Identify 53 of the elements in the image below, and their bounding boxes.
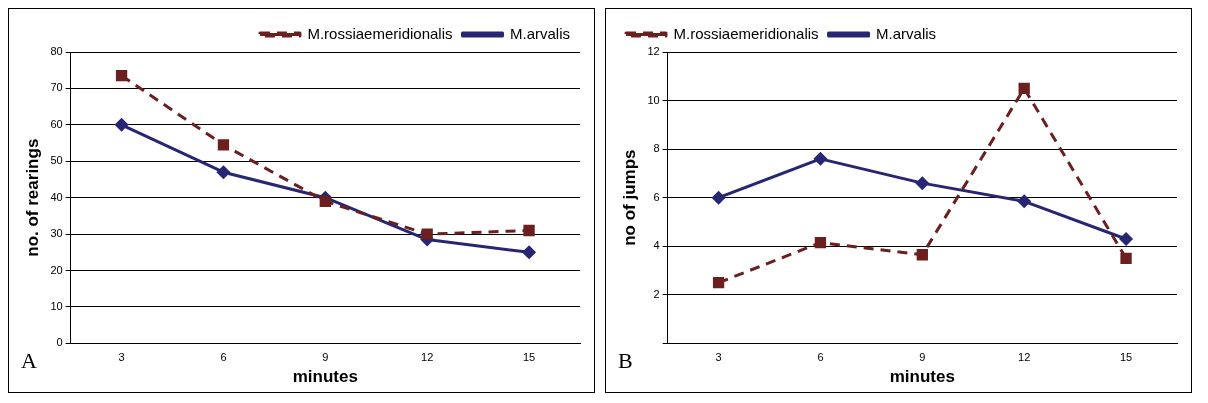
y-tick-label: 10	[50, 300, 63, 313]
y-tick-label: 2	[653, 287, 660, 300]
text: B	[618, 348, 633, 374]
legend-label: M.arvalis	[509, 24, 571, 42]
x-tick-label: 15	[1119, 351, 1133, 364]
point	[1017, 194, 1032, 209]
x-tick-label: 6	[817, 351, 824, 364]
point	[712, 277, 725, 289]
point	[114, 117, 129, 132]
point	[1119, 231, 1134, 246]
point	[915, 176, 930, 191]
x-tick-label: 12	[1018, 351, 1031, 364]
point	[319, 195, 331, 207]
y-tick-label: 50	[50, 154, 63, 167]
y-tick-label: 6	[653, 190, 660, 203]
x-tick-label: 3	[118, 351, 125, 364]
legend-label: M.arvalis	[876, 24, 937, 42]
point	[814, 236, 827, 249]
point	[115, 70, 128, 82]
text: A	[21, 348, 37, 374]
point	[916, 249, 928, 261]
y-tick-label: 80	[50, 45, 63, 58]
x-tick-label: 3	[715, 351, 722, 364]
point	[421, 228, 433, 240]
x-tick-label: 6	[220, 351, 227, 364]
y-tick-label: 70	[50, 81, 63, 94]
point	[522, 245, 537, 260]
y-tick-label: 40	[50, 190, 63, 203]
y-tick-label: 10	[647, 93, 660, 106]
x-tick-label: 15	[522, 351, 536, 364]
y-axis-title: no. of rearings	[22, 138, 42, 257]
x-axis-title: minutes	[292, 367, 358, 387]
point	[813, 151, 828, 166]
point	[711, 190, 726, 205]
point	[1018, 82, 1030, 95]
x-tick-label: 12	[421, 351, 434, 364]
y-tick-label: 12	[647, 45, 660, 58]
point	[1120, 252, 1132, 265]
x-tick-label: 9	[322, 351, 329, 364]
point	[217, 139, 230, 151]
y-tick-label: 4	[653, 239, 660, 252]
y-tick-label: 8	[653, 142, 660, 155]
point	[216, 165, 231, 180]
y-axis-title: no of jumps	[619, 149, 639, 246]
legend-label: M.rossiaemeridionalis	[673, 24, 819, 42]
y-tick-label: 0	[56, 336, 63, 349]
y-tick-label: 30	[50, 227, 63, 240]
x-tick-label: 9	[919, 351, 926, 364]
y-tick-label: 60	[50, 117, 63, 130]
point	[523, 224, 535, 237]
legend-label: M.rossiaemeridionalis	[307, 24, 453, 42]
y-tick-label: 20	[50, 263, 63, 276]
x-axis-title: minutes	[889, 367, 955, 387]
